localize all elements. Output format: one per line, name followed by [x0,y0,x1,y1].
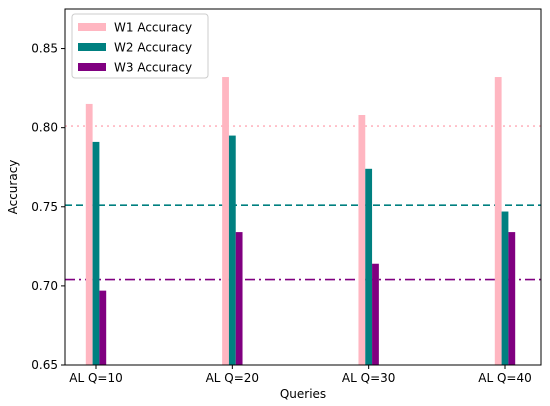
y-axis: 0.65 0.70 0.75 0.80 0.85 [31,42,65,372]
axes-frame [64,8,542,366]
y-tick-label: 0.80 [31,121,58,135]
x-axis-label: Queries [280,387,326,401]
x-tick-label: AL Q=10 [69,371,122,385]
x-tick-label: AL Q=40 [478,371,531,385]
bar-w2-1 [92,141,100,365]
legend: W1 Accuracy W2 Accuracy W3 Accuracy [71,13,209,79]
bar-w3-4 [508,232,516,365]
bars [85,77,516,366]
legend-label-w3: W3 Accuracy [114,61,192,75]
y-axis-label: Accuracy [6,160,20,215]
bar-w3-2 [235,232,243,365]
bar-w1-2 [222,77,229,365]
x-tick-label: AL Q=30 [342,371,395,385]
bar-w2-4 [501,211,509,365]
x-axis: AL Q=10 AL Q=20 AL Q=30 AL Q=40 [69,365,532,385]
bar-w2-3 [365,168,373,365]
bar-w3-3 [372,263,379,365]
y-tick-label: 0.70 [31,279,58,293]
bar-w2-2 [228,135,236,365]
bar-w1-3 [358,115,366,366]
legend-label-w2: W2 Accuracy [114,41,192,55]
y-tick-label: 0.85 [31,42,58,56]
bar-w3-1 [99,290,107,365]
y-tick-label: 0.65 [31,358,58,372]
reference-lines [65,125,541,281]
x-tick-label: AL Q=20 [206,371,259,385]
legend-label-w1: W1 Accuracy [114,21,192,35]
bar-w1-4 [494,77,502,365]
bar-w1-1 [85,103,93,365]
y-tick-label: 0.75 [31,200,58,214]
